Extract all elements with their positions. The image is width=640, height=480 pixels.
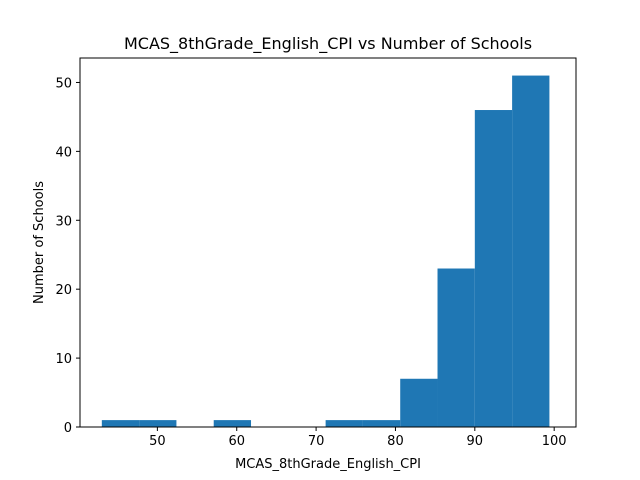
x-tick-label: 70 — [308, 434, 325, 449]
histogram-bar-7 — [362, 420, 401, 427]
x-tick-label: 90 — [467, 434, 484, 449]
histogram-bar-6 — [325, 420, 363, 427]
x-axis-ticks: 50 60 70 80 90 100 — [149, 427, 567, 449]
histogram-bar-1 — [139, 420, 177, 427]
x-tick-label: 50 — [149, 434, 166, 449]
histogram-bar-3 — [213, 420, 252, 427]
x-tick-label: 100 — [542, 434, 567, 449]
y-tick-label: 40 — [55, 145, 72, 160]
y-tick-label: 10 — [55, 352, 72, 367]
y-tick-label: 50 — [55, 76, 72, 91]
histogram-bar-11 — [512, 75, 550, 428]
histogram-bar-8 — [400, 378, 438, 427]
x-tick-label: 80 — [387, 434, 404, 449]
y-tick-label: 0 — [64, 421, 72, 436]
x-axis-label: MCAS_8thGrade_English_CPI — [235, 457, 421, 472]
histogram-bars — [101, 75, 550, 428]
axes-frame — [79, 57, 577, 428]
chart-title: MCAS_8thGrade_English_CPI vs Number of S… — [124, 34, 532, 54]
histogram-bar-9 — [437, 268, 475, 427]
x-tick-label: 60 — [228, 434, 245, 449]
y-axis-label: Number of Schools — [32, 181, 47, 304]
histogram-bar-10 — [474, 110, 513, 427]
y-tick-label: 20 — [55, 283, 72, 298]
y-tick-label: 30 — [55, 214, 72, 229]
y-axis-ticks: 0 10 20 30 40 50 — [55, 76, 80, 436]
histogram-bar-0 — [101, 420, 140, 427]
